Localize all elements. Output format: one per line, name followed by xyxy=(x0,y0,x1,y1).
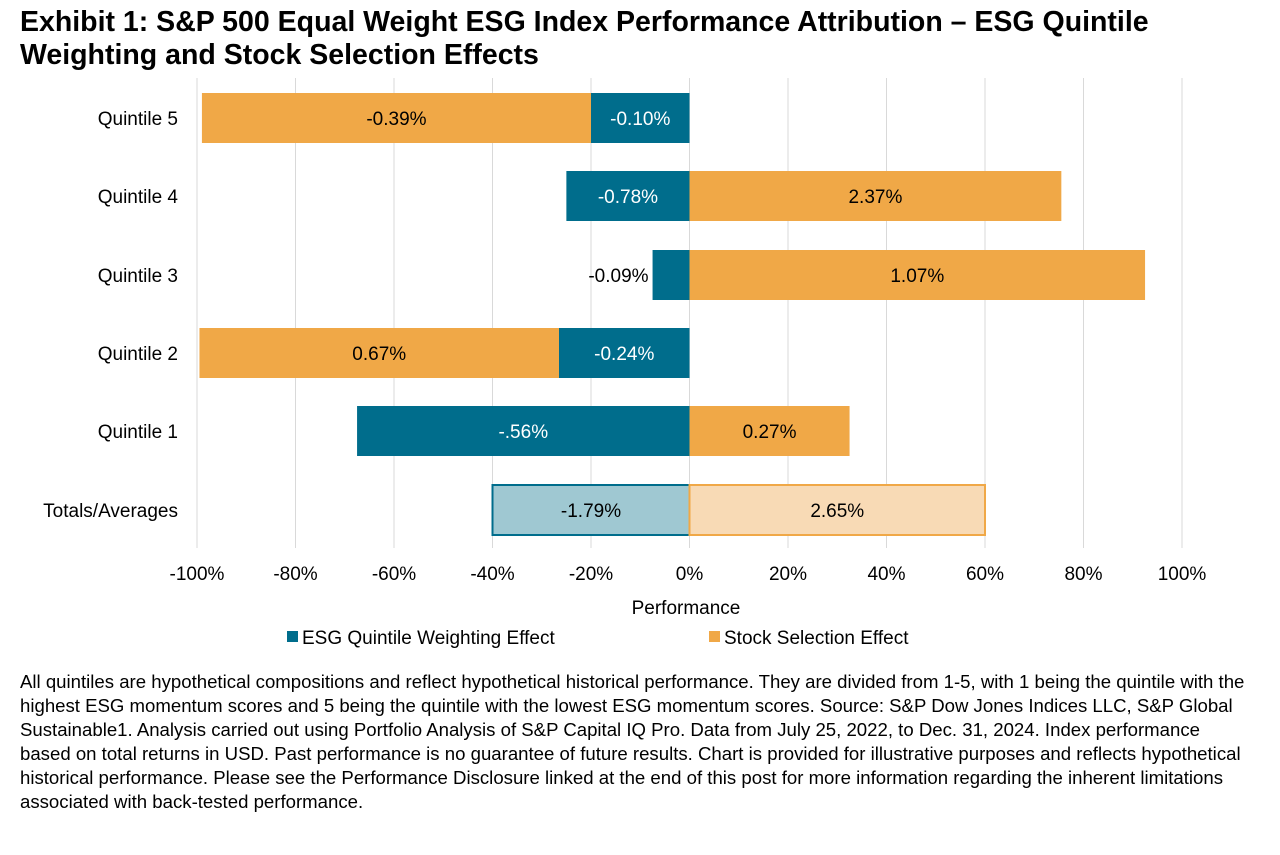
x-tick-label: -20% xyxy=(569,564,613,585)
chart: -0.10% -0.39% -0.78% 2.37% -0.09% 1.07% -0.24%… xyxy=(43,78,1207,649)
bar-weighting-effect xyxy=(357,406,690,456)
chart-title: Exhibit 1: S&P 500 Equal Weight ESG Inde… xyxy=(20,6,1149,71)
category-labels: Quintile 5 Quintile 4 Quintile 3 Quintile 2… xyxy=(43,109,178,522)
legend-label-weighting: ESG Quintile Weighting Effect xyxy=(302,628,555,649)
bar-weighting-effect xyxy=(591,93,690,143)
bar-weighting-effect xyxy=(652,250,690,300)
x-tick-label: 20% xyxy=(769,564,807,585)
data-label: 0.67% xyxy=(352,344,406,365)
data-label: -.56% xyxy=(498,422,548,443)
data-label: 0.27% xyxy=(743,422,797,443)
data-label: -0.09% xyxy=(588,266,648,287)
bars: -0.10% -0.39% -0.78% 2.37% -0.09% 1.07% -0.24%… xyxy=(199,93,1146,536)
bar-selection-effect xyxy=(689,406,850,456)
data-label: 1.07% xyxy=(890,266,944,287)
x-tick-label: -80% xyxy=(273,564,317,585)
category-label: Quintile 5 xyxy=(98,109,178,130)
x-tick-label: -40% xyxy=(470,564,514,585)
legend: ESG Quintile Weighting Effect Stock Selec… xyxy=(287,628,909,649)
x-axis-title: Performance xyxy=(632,598,741,619)
bar-selection-effect xyxy=(689,250,1146,300)
bar-weighting-effect xyxy=(566,171,690,221)
category-label: Totals/Averages xyxy=(43,501,178,522)
x-tick-label: 0% xyxy=(676,564,704,585)
x-tick-label: 60% xyxy=(966,564,1004,585)
legend-label-selection: Stock Selection Effect xyxy=(724,628,909,649)
x-tick-label: 80% xyxy=(1064,564,1102,585)
bar-selection-effect xyxy=(689,171,1062,221)
x-tick-label: -100% xyxy=(170,564,225,585)
data-label: -0.78% xyxy=(598,187,658,208)
legend-swatch-weighting xyxy=(287,631,298,642)
footnote: All quintiles are hypothetical compositi… xyxy=(20,671,1245,812)
bar-weighting-effect xyxy=(558,328,690,378)
category-label: Quintile 3 xyxy=(98,266,178,287)
x-tick-labels: -100% -80% -60% -40% -20% 0% 20% 40% 60% 80% 100% xyxy=(170,564,1207,585)
category-label: Quintile 2 xyxy=(98,344,178,365)
legend-swatch-selection xyxy=(709,631,720,642)
bar-selection-effect xyxy=(688,484,986,536)
gridlines xyxy=(196,78,1183,548)
bar-selection-effect xyxy=(201,93,592,143)
data-label: 2.65% xyxy=(810,501,864,522)
data-label: -1.79% xyxy=(561,501,621,522)
x-tick-label: -60% xyxy=(372,564,416,585)
bar-selection-effect xyxy=(199,328,559,378)
category-label: Quintile 1 xyxy=(98,422,178,443)
category-label: Quintile 4 xyxy=(98,187,179,208)
data-label: -0.39% xyxy=(366,109,426,130)
x-tick-label: 100% xyxy=(1158,564,1207,585)
x-tick-label: 40% xyxy=(867,564,905,585)
data-label: 2.37% xyxy=(848,187,902,208)
data-label: -0.10% xyxy=(610,109,670,130)
data-label: -0.24% xyxy=(594,344,654,365)
